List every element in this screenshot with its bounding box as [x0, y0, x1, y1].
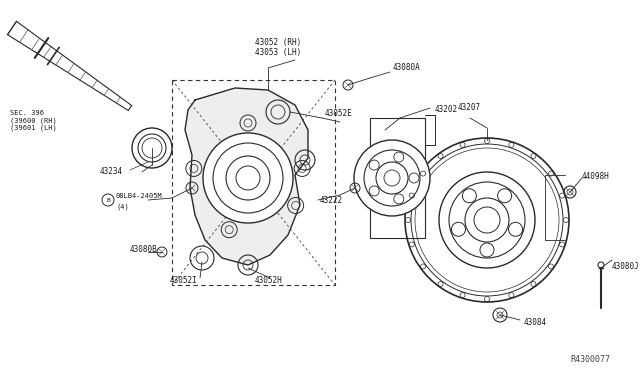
- Text: 43052I: 43052I: [170, 276, 198, 285]
- Bar: [370, 118, 425, 238]
- Text: 43052H: 43052H: [255, 276, 283, 285]
- Circle shape: [203, 133, 293, 223]
- Text: (4): (4): [116, 203, 129, 209]
- Bar: [172, 80, 335, 285]
- Text: R4300077: R4300077: [570, 355, 610, 364]
- Text: 43222: 43222: [320, 196, 343, 205]
- Circle shape: [354, 140, 430, 216]
- Text: B: B: [106, 198, 110, 202]
- Text: 43052 (RH)
43053 (LH): 43052 (RH) 43053 (LH): [255, 38, 301, 57]
- Text: 08LB4-2405M: 08LB4-2405M: [116, 193, 163, 199]
- Text: 43084: 43084: [524, 318, 547, 327]
- Text: SEC. 396
(39600 (RH)
(39601 (LH): SEC. 396 (39600 (RH) (39601 (LH): [10, 110, 57, 131]
- Text: 43080J: 43080J: [612, 262, 640, 271]
- Text: 44098H: 44098H: [582, 172, 610, 181]
- Polygon shape: [185, 88, 308, 265]
- Text: 43080A: 43080A: [393, 64, 420, 73]
- Text: 43202: 43202: [435, 105, 458, 114]
- Text: 43080B: 43080B: [130, 246, 157, 254]
- Text: 43234: 43234: [100, 167, 123, 176]
- Text: 43207: 43207: [458, 103, 481, 112]
- Circle shape: [439, 172, 535, 268]
- Text: 43052E: 43052E: [325, 109, 353, 118]
